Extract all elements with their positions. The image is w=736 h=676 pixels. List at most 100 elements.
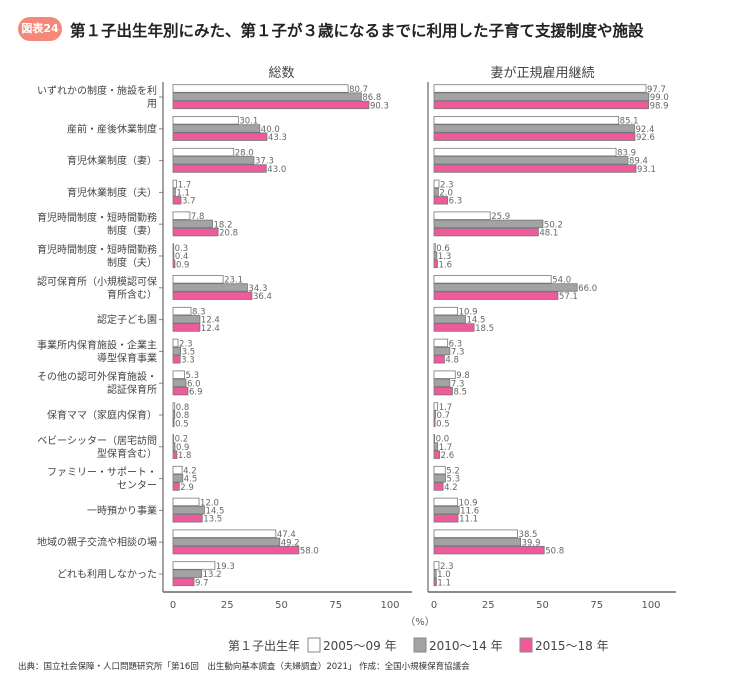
data-label: 36.4 — [253, 292, 272, 302]
data-label: 8.5 — [453, 388, 467, 398]
data-label: 0.8 — [176, 403, 190, 413]
bar-total-2005 — [172, 370, 185, 379]
bar-total-2005 — [172, 338, 179, 348]
category-label: 育児休業制度（夫） — [67, 186, 157, 199]
data-label: 30.1 — [239, 117, 258, 127]
data-label: 10.9 — [459, 498, 478, 508]
data-label: 66.0 — [578, 284, 597, 294]
bar-regular-2010 — [433, 92, 650, 101]
data-label: 98.9 — [650, 101, 669, 111]
data-label: 0.7 — [437, 411, 451, 421]
bar-regular-2005 — [433, 84, 647, 93]
category-label: 産前・産後休業制度 — [67, 122, 157, 135]
data-label: 2.3 — [440, 562, 454, 572]
category-label: 育児時間制度・短時間勤務制度（妻） — [37, 211, 157, 237]
data-label: 50.8 — [545, 547, 564, 557]
category-label: その他の認可外保育施設・認証保育所 — [37, 370, 157, 396]
data-label: 48.1 — [539, 229, 558, 239]
bar-total-2005 — [172, 529, 277, 538]
data-label: 85.1 — [620, 117, 639, 127]
bar-total-2005 — [172, 275, 224, 284]
x-tick-label: 0 — [170, 600, 176, 611]
bar-regular-2015 — [433, 514, 459, 523]
data-label: 3.5 — [182, 348, 196, 358]
bar-regular-2015 — [433, 545, 545, 555]
bar-total-2010 — [172, 569, 203, 578]
data-label: 25.9 — [491, 212, 510, 222]
category-label: 保育ママ（家庭内保育） — [47, 409, 157, 422]
bar-total-2010 — [172, 410, 176, 419]
bar-total-2010 — [172, 219, 213, 229]
data-label: 1.6 — [438, 260, 452, 270]
bar-regular-2005 — [433, 529, 518, 538]
data-label: 37.3 — [255, 157, 274, 167]
bar-total-2010 — [172, 346, 181, 356]
data-label: 0.3 — [175, 244, 189, 254]
x-tick-label: 100 — [641, 600, 660, 611]
data-label: 10.9 — [459, 308, 478, 318]
bar-regular-2010 — [433, 346, 451, 356]
bar-regular-2015 — [433, 259, 438, 269]
data-label: 6.0 — [187, 379, 201, 389]
data-label: 0.5 — [175, 419, 189, 429]
bar-total-2015 — [172, 577, 195, 587]
source-note: 出典：国立社会保障・人口問題研究所「第16回 出生動向基本調査（夫婦調査）202… — [18, 662, 470, 672]
bar-total-2015 — [172, 227, 219, 237]
bar-regular-2015 — [433, 355, 445, 364]
data-label: 4.2 — [183, 467, 197, 477]
category-label: ファミリー・サポート・センター — [47, 467, 157, 492]
unit-label: （%） — [405, 616, 435, 628]
data-label: 14.5 — [205, 507, 224, 517]
data-label: 6.3 — [449, 197, 463, 207]
bar-regular-2010 — [433, 124, 635, 133]
data-label: 92.6 — [636, 133, 655, 143]
bar-regular-2010 — [433, 283, 578, 292]
legend-swatch-2015 — [519, 637, 533, 653]
legend-swatch-2005 — [307, 637, 321, 653]
bar-regular-2015 — [433, 100, 650, 110]
bar-regular-2005 — [433, 338, 449, 348]
data-label: 97.7 — [647, 85, 666, 95]
data-label: 5.3 — [447, 475, 461, 485]
data-label: 6.9 — [189, 388, 203, 398]
category-label: 一時預かり事業 — [87, 504, 157, 517]
bar-total-2010 — [172, 92, 362, 101]
bar-regular-2005 — [433, 179, 440, 189]
data-label: 92.4 — [636, 125, 655, 135]
bar-total-2015 — [172, 545, 300, 555]
data-label: 39.9 — [522, 538, 541, 548]
category-label: 事業所内保育施設・企業主導型保育事業 — [37, 338, 157, 364]
x-tick-label: 25 — [221, 600, 234, 611]
data-label: 40.0 — [261, 125, 280, 135]
panel-title: 総数 — [268, 66, 294, 81]
bar-regular-2005 — [433, 147, 617, 157]
legend-swatch-2010 — [413, 637, 427, 653]
data-label: 50.2 — [544, 220, 563, 230]
category-label: ベビーシッター（居宅訪問型保育含む） — [37, 434, 157, 460]
data-label: 5.3 — [186, 371, 200, 381]
bar-regular-2005 — [433, 402, 439, 411]
bar-regular-2010 — [433, 187, 439, 197]
bar-regular-2005 — [433, 370, 456, 379]
bar-regular-2010 — [433, 569, 437, 578]
data-label: 4.8 — [445, 356, 459, 366]
bar-total-2010 — [172, 474, 184, 483]
bar-regular-2010 — [433, 442, 439, 451]
data-label: 1.3 — [438, 252, 452, 262]
data-label: 4.5 — [184, 475, 198, 485]
data-label: 0.2 — [175, 435, 189, 445]
data-label: 0.8 — [176, 411, 190, 421]
data-label: 20.8 — [219, 229, 238, 239]
legend-label: 2015～18 年 — [535, 639, 609, 653]
data-label: 80.7 — [349, 85, 368, 95]
data-label: 1.0 — [437, 570, 451, 580]
data-label: 6.3 — [449, 339, 463, 349]
data-label: 2.0 — [439, 189, 453, 199]
bar-total-2015 — [172, 482, 180, 491]
x-tick-label: 50 — [536, 600, 549, 611]
bar-regular-2005 — [433, 434, 436, 443]
bar-total-2005 — [172, 434, 175, 443]
data-label: 0.6 — [436, 244, 450, 254]
data-label: 28.0 — [235, 149, 254, 159]
bar-regular-2005 — [433, 116, 620, 125]
